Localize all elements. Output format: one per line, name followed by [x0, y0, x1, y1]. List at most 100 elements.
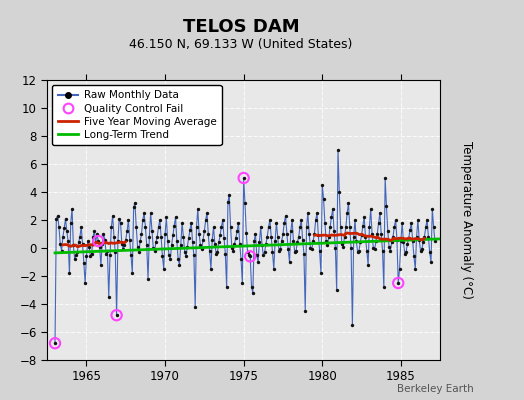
Point [53, 213, 62, 219]
Point [168, 242, 176, 248]
Point [424, 234, 433, 240]
Point [113, 312, 121, 318]
Point [280, 220, 288, 226]
Point [176, 262, 184, 268]
Point [86, 253, 94, 260]
Point [317, 270, 325, 276]
Point [253, 252, 261, 258]
Point [148, 228, 156, 234]
Point [294, 234, 303, 240]
Point [55, 224, 63, 230]
Point [412, 234, 421, 240]
Point [238, 280, 247, 286]
Point [162, 214, 170, 220]
Point [356, 239, 365, 246]
Point [152, 239, 160, 246]
Point [95, 243, 104, 250]
Point [149, 245, 158, 251]
Point [343, 210, 351, 216]
Point [88, 250, 96, 257]
Point [330, 228, 339, 234]
Point [91, 239, 100, 246]
Point [260, 249, 269, 255]
Point [90, 228, 99, 234]
Point [138, 217, 147, 223]
Point [119, 246, 127, 253]
Point [69, 242, 78, 248]
Point [347, 245, 355, 251]
Point [187, 220, 195, 226]
Point [346, 224, 354, 230]
Point [203, 210, 211, 216]
Point [233, 228, 241, 234]
Point [113, 312, 121, 318]
Point [94, 238, 103, 244]
Point [94, 238, 103, 244]
Point [204, 231, 213, 237]
Point [350, 234, 358, 240]
Point [221, 250, 230, 257]
Point [339, 243, 347, 250]
Point [394, 280, 402, 286]
Point [418, 246, 426, 253]
Point [228, 245, 236, 251]
Point [411, 266, 420, 272]
Point [322, 238, 331, 244]
Point [413, 217, 422, 223]
Point [83, 238, 92, 244]
Point [223, 284, 231, 290]
Point [390, 224, 398, 230]
Point [81, 280, 90, 286]
Point [56, 241, 64, 247]
Point [381, 175, 389, 181]
Point [200, 228, 209, 234]
Point [232, 235, 240, 241]
Point [293, 239, 302, 246]
Point [297, 217, 305, 223]
Point [179, 234, 188, 240]
Point [239, 175, 248, 181]
Point [282, 231, 291, 237]
Point [124, 217, 133, 223]
Point [391, 217, 400, 223]
Point [427, 259, 435, 265]
Point [385, 243, 393, 250]
Point [115, 215, 123, 222]
Point [318, 182, 326, 188]
Point [267, 234, 276, 240]
Point [156, 217, 164, 223]
Point [195, 231, 203, 237]
Point [425, 249, 434, 255]
Point [77, 224, 85, 230]
Point [245, 252, 253, 258]
Point [301, 308, 310, 314]
Point [237, 256, 245, 262]
Point [73, 249, 82, 255]
Point [157, 234, 166, 240]
Point [226, 224, 235, 230]
Point [337, 241, 346, 247]
Point [351, 217, 359, 223]
Point [308, 246, 316, 253]
Point [97, 262, 105, 268]
Point [67, 220, 75, 226]
Point [287, 228, 295, 234]
Point [63, 228, 71, 234]
Point [271, 238, 279, 244]
Point [398, 220, 406, 226]
Point [51, 340, 59, 346]
Point [215, 239, 223, 246]
Point [335, 189, 343, 195]
Point [229, 248, 237, 254]
Point [166, 256, 174, 262]
Point [256, 224, 265, 230]
Point [290, 249, 299, 255]
Point [288, 217, 296, 223]
Point [423, 217, 431, 223]
Point [205, 248, 214, 254]
Point [130, 200, 139, 206]
Point [248, 290, 257, 296]
Point [405, 235, 413, 241]
Point [241, 200, 249, 206]
Point [154, 224, 162, 230]
